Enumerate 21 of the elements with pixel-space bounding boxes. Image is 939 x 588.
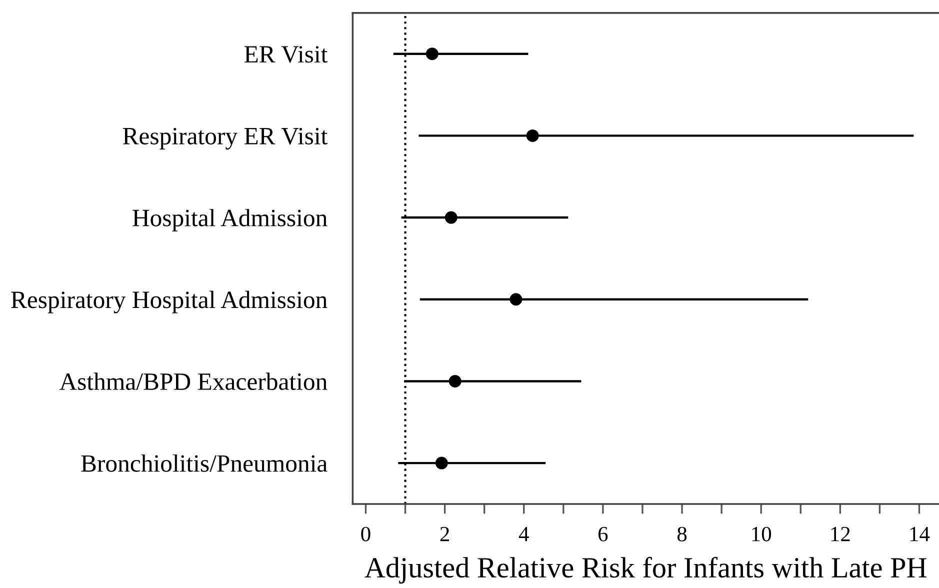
x-tick-label: 8 <box>677 526 687 542</box>
x-tick-label: 12 <box>831 526 850 542</box>
x-tick-label: 2 <box>440 526 449 542</box>
x-tick-label: 14 <box>910 526 930 542</box>
point <box>426 48 438 60</box>
point <box>526 129 539 142</box>
point <box>435 456 448 470</box>
point <box>444 211 458 224</box>
y-tick-label: Hospital Admission <box>132 208 328 232</box>
y-tick-label: Respiratory Hospital Admission <box>11 290 328 314</box>
x-axis-title: Adjusted Relative Risk for Infants with Late PH <box>364 556 926 584</box>
y-tick-label: Asthma/BPD Exacerbation <box>59 372 328 390</box>
y-tick-label: Respiratory ER Visit <box>122 128 328 150</box>
x-tick-label: 10 <box>752 526 772 542</box>
point <box>448 374 462 388</box>
x-tick-label: 4 <box>518 526 529 542</box>
y-tick-label: Bronchiolitis/Pneumonia <box>81 454 328 472</box>
y-tick-label: ER Visit <box>244 46 328 63</box>
point <box>510 293 522 306</box>
x-tick-label: 0 <box>361 526 370 542</box>
x-tick-label: 6 <box>598 526 608 542</box>
